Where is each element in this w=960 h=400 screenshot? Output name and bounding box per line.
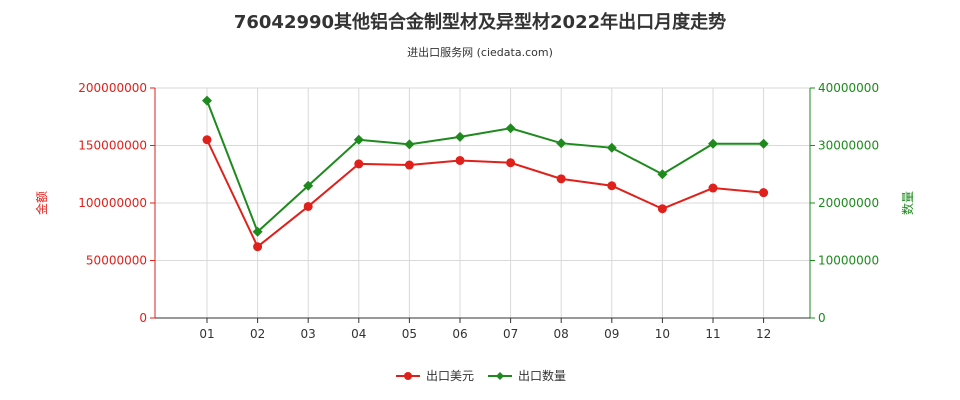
series-point-2: [708, 138, 718, 149]
series-line-1: [206, 139, 764, 249]
series-point-2: [505, 123, 516, 134]
series-point-2: [455, 131, 465, 142]
x-axis-tick-label: 03: [301, 327, 316, 341]
x-axis-tick-label: 01: [199, 327, 214, 341]
series-point-1: [759, 188, 769, 198]
chart-title: 76042990其他铝合金制型材及异型材2022年出口月度走势: [233, 12, 727, 33]
x-axis-tick-label: 10: [655, 327, 670, 341]
chart-subtitle: 进出口服务网 (ciedata.com): [407, 46, 553, 59]
legend-swatch-marker: [496, 372, 504, 380]
series-point-1: [607, 181, 617, 191]
right-axis-tick-label: 30000000: [818, 139, 879, 153]
series-point-1: [253, 242, 263, 252]
series-point-2: [556, 138, 567, 149]
left-axis-title: 金额: [34, 191, 49, 215]
series-line-2: [206, 100, 764, 234]
series-point-2: [353, 134, 364, 145]
series-point-2: [303, 180, 314, 191]
series-point-2: [404, 139, 415, 150]
right-axis-tick-label: 20000000: [818, 196, 879, 210]
legend-swatch-marker: [404, 372, 412, 380]
series-point-2: [657, 169, 668, 180]
series-point-1: [556, 174, 566, 184]
x-axis-tick-label: 09: [604, 327, 619, 341]
x-axis-tick-label: 11: [705, 327, 720, 341]
series-point-2: [252, 226, 263, 237]
left-axis-tick-label: 150000000: [78, 139, 147, 153]
right-axis-title: 数量: [900, 191, 915, 215]
series-point-1: [657, 204, 667, 214]
right-axis-tick-label: 0: [818, 311, 826, 325]
x-axis-tick-label: 12: [756, 327, 771, 341]
right-axis-tick-label: 10000000: [818, 254, 879, 268]
legend-label: 出口美元: [426, 369, 474, 383]
series-point-1: [455, 155, 465, 165]
left-axis-tick-label: 200000000: [78, 81, 147, 95]
series-point-2: [758, 138, 769, 149]
x-axis-tick-label: 06: [452, 327, 467, 341]
x-axis-tick-label: 04: [351, 327, 366, 341]
x-axis-tick-label: 05: [402, 327, 417, 341]
left-axis-tick-label: 50000000: [86, 254, 147, 268]
left-axis-tick-label: 100000000: [78, 196, 147, 210]
series-point-1: [404, 160, 414, 170]
series-point-1: [303, 201, 313, 211]
x-axis-tick-label: 08: [554, 327, 569, 341]
left-axis-tick-label: 0: [139, 311, 147, 325]
series-point-1: [506, 158, 516, 168]
series-point-1: [202, 135, 212, 145]
series-point-1: [354, 159, 364, 169]
legend-label: 出口数量: [518, 368, 566, 383]
series-point-2: [606, 142, 617, 153]
x-axis-tick-label: 07: [503, 327, 518, 341]
series-point-1: [708, 183, 718, 193]
right-axis-tick-label: 40000000: [818, 81, 879, 95]
series-point-2: [202, 95, 212, 106]
x-axis-tick-label: 02: [250, 327, 265, 341]
